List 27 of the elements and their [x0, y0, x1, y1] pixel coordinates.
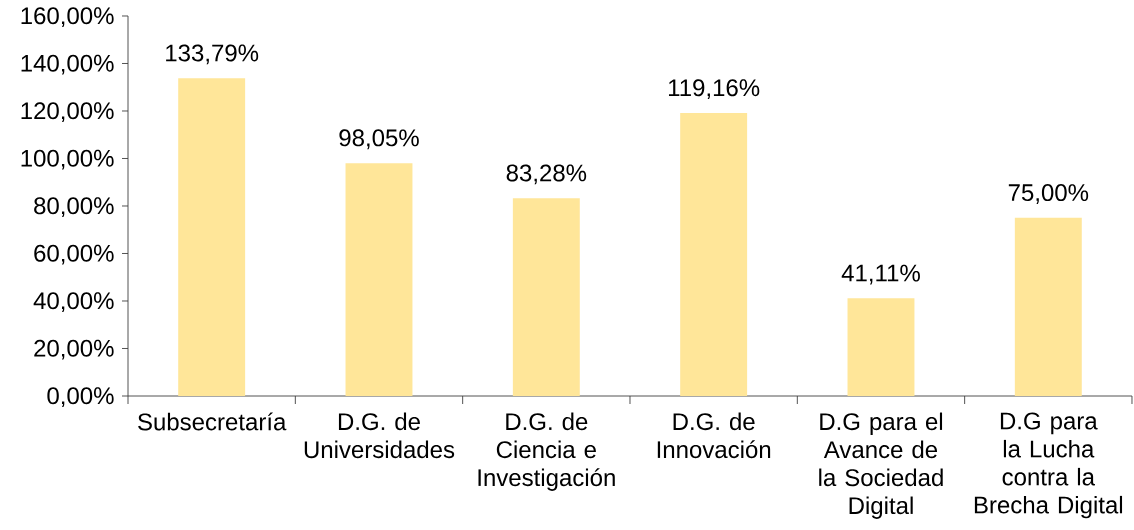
data-label: 98,05%	[339, 129, 419, 150]
y-tick-label: 60,00%	[34, 244, 114, 265]
data-label: 75,00%	[1008, 184, 1089, 204]
y-tick-label: 140,00%	[21, 54, 114, 75]
y-tick-label: 100,00%	[21, 149, 114, 170]
x-tick-label: D.G para el Avance de la Sociedad Digital	[819, 412, 943, 519]
y-tick-label: 160,00%	[21, 7, 114, 28]
bar	[680, 112, 748, 396]
data-label: 133,79%	[166, 44, 259, 65]
bar	[512, 198, 580, 396]
x-tick-label: D.G. de Innovación	[657, 412, 771, 459]
x-tick-label: D.G. de Universidades	[304, 412, 455, 459]
y-tick-label: 20,00%	[34, 339, 114, 360]
bar	[847, 298, 915, 396]
bar	[345, 163, 413, 396]
y-tick-label: 80,00%	[34, 197, 114, 218]
bar	[1014, 217, 1082, 396]
data-label: 119,16%	[669, 79, 760, 100]
x-tick-label: Subsecretaría	[138, 412, 287, 431]
data-label: 83,28%	[506, 164, 587, 185]
x-tick-label: D.G para la Lucha contra la Brecha Digital	[974, 412, 1123, 519]
y-tick-label: 40,00%	[33, 292, 114, 313]
bar	[178, 78, 246, 396]
x-tick-label: D.G. de Ciencia e Investigación	[478, 412, 615, 491]
y-tick-label: 120,00%	[21, 102, 114, 123]
y-tick-label: 0,00%	[47, 387, 114, 408]
data-label: 41,11%	[841, 264, 920, 285]
